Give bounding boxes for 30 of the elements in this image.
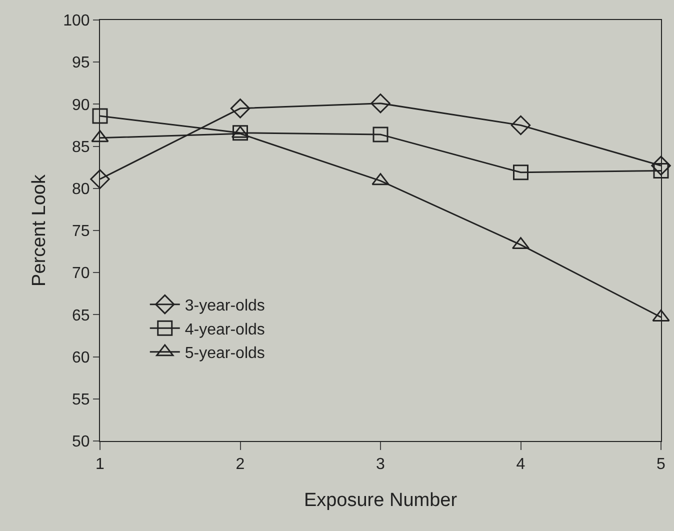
y-axis-title: Percent Look <box>28 174 50 286</box>
legend-label: 4-year-olds <box>184 321 265 338</box>
point <box>372 126 388 142</box>
x-axis-title: Exposure Number <box>304 490 458 511</box>
y-tick-label: 80 <box>72 181 90 198</box>
x-tick-label: 2 <box>236 456 245 474</box>
legend-label: 3-year-olds <box>184 298 265 315</box>
y-tick-label: 55 <box>72 392 90 408</box>
x-tick-label: 5 <box>656 456 666 474</box>
y-tick-label: 50 <box>72 434 90 451</box>
y-tick-label: 85 <box>72 138 90 156</box>
y-tick-label: 70 <box>72 265 90 282</box>
point <box>370 94 390 114</box>
x-tick-label: 4 <box>516 456 526 474</box>
y-tick-label: 60 <box>72 349 90 366</box>
y-tick-label: 65 <box>72 307 90 324</box>
y-tick-label: 90 <box>72 96 90 114</box>
point <box>232 125 248 141</box>
y-tick-label: 75 <box>72 223 90 240</box>
point <box>513 164 528 180</box>
legend-label: 5-year-olds <box>184 345 265 362</box>
x-tick-label: 3 <box>376 456 386 474</box>
point <box>651 156 671 176</box>
point <box>90 169 110 189</box>
point <box>230 98 250 118</box>
y-tick-label: 100 <box>63 12 90 30</box>
point <box>510 115 531 136</box>
x-tick-label: 1 <box>96 456 105 474</box>
point <box>92 108 108 124</box>
y-tick-label: 95 <box>72 54 90 72</box>
